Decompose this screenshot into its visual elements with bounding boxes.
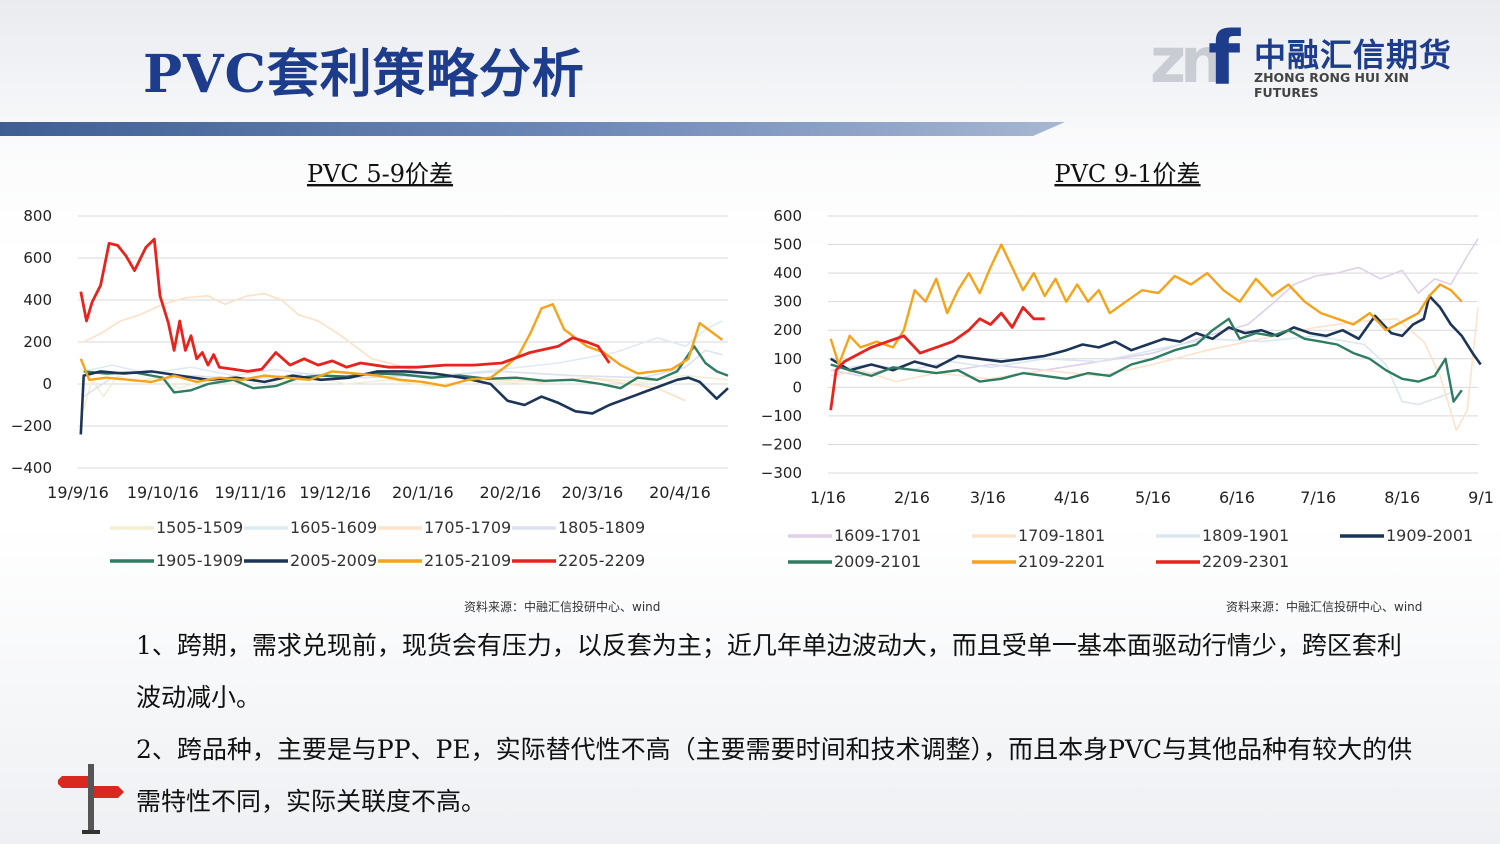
- y-tick-label: 500: [773, 236, 802, 254]
- y-tick-label: −100: [761, 407, 802, 425]
- series-line: [830, 238, 1479, 377]
- company-logo: zn f 中融汇信期货 ZHONG RONG HUI XIN FUTURES: [1150, 16, 1460, 102]
- x-tick-label: 1/16: [810, 488, 846, 507]
- y-tick-label: 100: [773, 350, 802, 368]
- legend-label: 1805-1809: [558, 518, 645, 537]
- legend-label: 1605-1609: [290, 518, 377, 537]
- chart-pvc-5-9-spread: PVC 5-9价差 800 600 400 200 0 −200 −400 19/9/16 19/…: [10, 150, 750, 590]
- x-tick-label: 19/12/16: [299, 483, 371, 502]
- legend-label: 1905-1909: [156, 551, 243, 570]
- x-tick-label: 20/4/16: [649, 483, 711, 502]
- y-tick-label: 300: [773, 293, 802, 311]
- x-tick-label: 3/16: [970, 488, 1006, 507]
- logo-english-name: ZHONG RONG HUI XIN FUTURES: [1254, 70, 1409, 100]
- x-tick-label: 20/2/16: [480, 483, 542, 502]
- header-band: [0, 0, 1500, 128]
- logo-mark: zn: [1150, 24, 1224, 97]
- y-tick-label: 200: [23, 333, 52, 351]
- chart-pvc-9-1-spread: PVC 9-1价差 600 500 400 300 200 100 0 −100 −200 −300…: [760, 150, 1495, 590]
- x-tick-label: 19/10/16: [127, 483, 199, 502]
- series-line: [830, 307, 1479, 431]
- y-tick-label: 400: [773, 264, 802, 282]
- legend-label: 2009-2101: [834, 552, 921, 571]
- x-tick-label: 9/16: [1468, 488, 1495, 507]
- x-tick-label: 2/16: [894, 488, 930, 507]
- legend-label: 1709-1801: [1018, 526, 1105, 545]
- legend-label: 1609-1701: [834, 526, 921, 545]
- chart-svg: PVC 5-9价差 800 600 400 200 0 −200 −400 19/9/16 19/…: [11, 160, 729, 570]
- x-tick-label: 19/11/16: [214, 483, 286, 502]
- series-line: [830, 335, 1452, 406]
- body-text: 1、跨期，需求兑现前，现货会有压力，以反套为主；近几年单边波动大，而且受单一基本…: [136, 620, 1416, 828]
- x-tick-label: 20/1/16: [392, 483, 454, 502]
- y-tick-label: −200: [11, 417, 52, 435]
- y-tick-label: −300: [761, 464, 802, 482]
- chart-svg: PVC 9-1价差 600 500 400 300 200 100 0 −100 −200 −300…: [761, 160, 1495, 571]
- x-tick-label: 20/3/16: [562, 483, 624, 502]
- signpost-icon: [56, 756, 128, 836]
- chart-source-left: 资料来源：中融汇信投研中心、wind: [464, 600, 661, 614]
- legend-label: 2205-2209: [558, 551, 645, 570]
- y-tick-label: −400: [11, 459, 52, 477]
- y-tick-label: 800: [23, 207, 52, 225]
- y-tick-label: 0: [42, 375, 52, 393]
- legend-label: 2109-2201: [1018, 552, 1105, 571]
- legend-label: 2105-2109: [424, 551, 511, 570]
- series-line: [79, 370, 729, 435]
- legend-label: 2209-2301: [1202, 552, 1289, 571]
- y-tick-label: 0: [792, 378, 802, 396]
- page-title: PVC套利策略分析: [143, 44, 585, 105]
- chart-title: PVC 9-1价差: [1054, 160, 1200, 188]
- y-tick-label: 600: [773, 207, 802, 225]
- y-tick-label: 200: [773, 321, 802, 339]
- chart-title: PVC 5-9价差: [307, 160, 453, 188]
- x-tick-label: 7/16: [1300, 488, 1336, 507]
- series-line: [83, 345, 729, 394]
- legend-label: 1505-1509: [156, 518, 243, 537]
- chart-source-right: 资料来源：中融汇信投研中心、wind: [1226, 600, 1423, 614]
- legend-label: 2005-2009: [290, 551, 377, 570]
- x-tick-label: 5/16: [1135, 488, 1171, 507]
- x-tick-label: 19/9/16: [47, 483, 109, 502]
- x-tick-label: 4/16: [1054, 488, 1090, 507]
- header-rule: [0, 122, 1065, 136]
- series-line: [79, 237, 611, 373]
- legend-label: 1705-1709: [424, 518, 511, 537]
- x-tick-label: 6/16: [1219, 488, 1255, 507]
- body-paragraph-2: 2、跨品种，主要是与PP、PE，实际替代性不高（主要需要时间和技术调整），而且本…: [136, 735, 1413, 816]
- logo-f-mark: f: [1208, 16, 1241, 102]
- legend-label: 1809-1901: [1202, 526, 1289, 545]
- legend-label: 1909-2001: [1386, 526, 1473, 545]
- series-line: [829, 243, 1463, 366]
- x-tick-label: 8/16: [1384, 488, 1420, 507]
- y-tick-label: −200: [761, 435, 802, 453]
- y-tick-label: 400: [23, 291, 52, 309]
- series-line: [830, 317, 1463, 403]
- y-tick-label: 600: [23, 249, 52, 267]
- logo-chinese-name: 中融汇信期货: [1254, 36, 1453, 74]
- series-line: [829, 306, 1045, 411]
- body-paragraph-1: 1、跨期，需求兑现前，现货会有压力，以反套为主；近几年单边波动大，而且受单一基本…: [136, 631, 1402, 712]
- series-line: [79, 303, 724, 388]
